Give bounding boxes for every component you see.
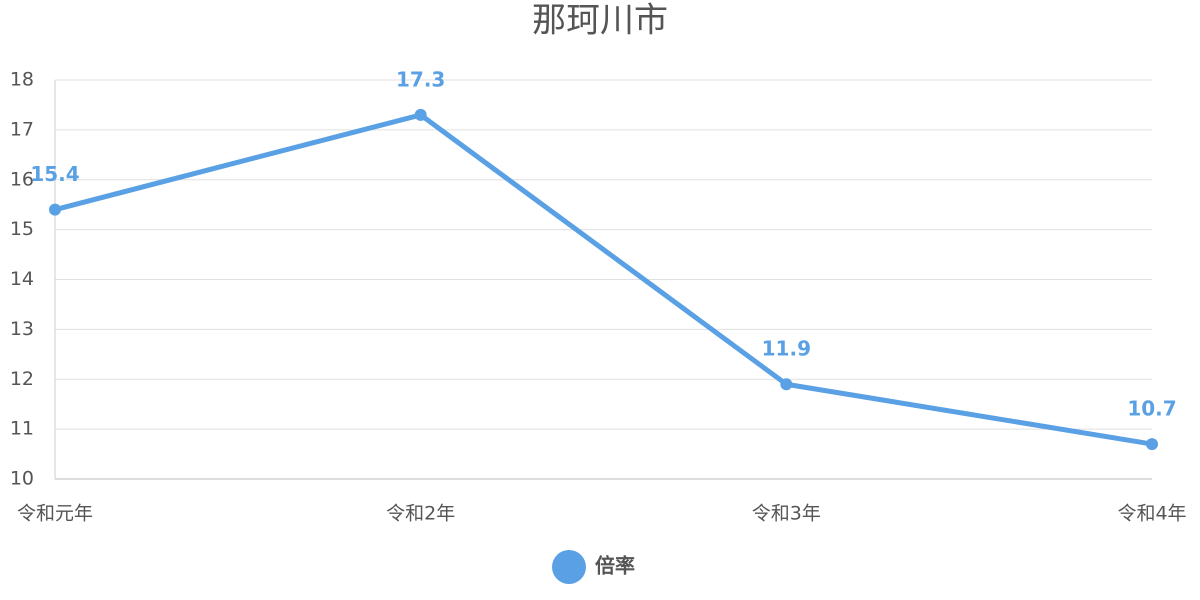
data-point [414, 108, 427, 121]
data-point [780, 378, 793, 391]
data-point [1146, 438, 1158, 451]
y-tick-label: 15 [10, 218, 34, 240]
data-label: 10.7 [1127, 397, 1176, 421]
series-line [54, 112, 1153, 447]
y-tick-label: 14 [10, 268, 34, 290]
legend-marker [552, 550, 586, 584]
y-tick-label: 13 [10, 318, 34, 340]
y-tick-label: 11 [10, 418, 34, 440]
x-tick-label: 令和2年 [386, 503, 455, 525]
data-point [49, 203, 61, 216]
data-label: 11.9 [762, 337, 811, 361]
x-tick-label: 令和元年 [17, 503, 93, 525]
y-tick-label: 16 [10, 168, 34, 190]
data-label: 15.4 [30, 162, 79, 186]
x-tick-label: 令和4年 [1117, 503, 1186, 525]
chart-title: 那珂川市 [532, 1, 668, 41]
y-tick-label: 12 [10, 368, 34, 390]
y-tick-label: 18 [10, 69, 34, 91]
y-tick-label: 17 [10, 118, 34, 140]
x-tick-label: 令和3年 [752, 503, 821, 525]
y-tick-label: 10 [10, 468, 34, 490]
data-label: 17.3 [396, 67, 445, 91]
legend-label: 倍率 [595, 554, 635, 578]
